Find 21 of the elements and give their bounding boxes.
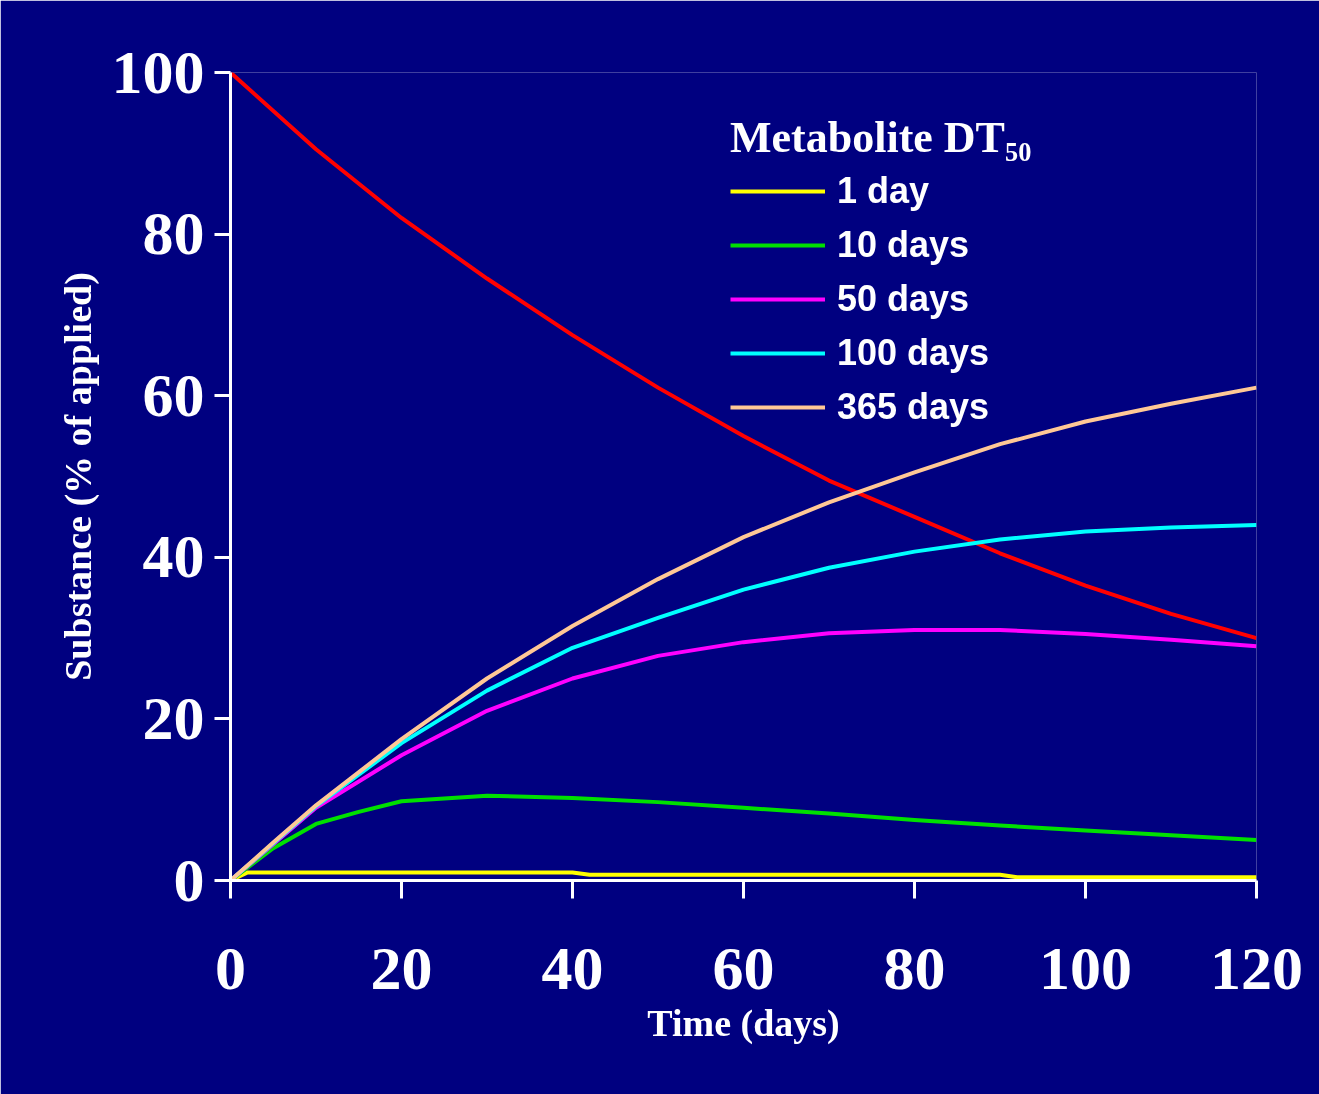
x-tick-label: 60 (712, 933, 775, 1002)
legend-label: 365 days (837, 385, 990, 429)
y-tick-label: 80 (142, 199, 205, 268)
x-tick-label: 100 (1039, 933, 1132, 1002)
y-tick-label: 0 (173, 845, 205, 914)
x-axis-title: Time (days) (647, 1001, 840, 1045)
legend-label: 100 days (837, 331, 990, 375)
x-tick-label: 120 (1210, 933, 1303, 1002)
legend-label: 10 days (837, 223, 970, 267)
y-axis-title: Substance (% of applied) (56, 272, 100, 681)
y-tick-label: 100 (111, 37, 205, 106)
y-tick-label: 60 (142, 360, 205, 429)
line-series (230, 72, 1257, 641)
x-tick-label: 20 (370, 933, 433, 1002)
x-tick-label: 80 (883, 933, 946, 1002)
legend-label: 50 days (837, 277, 970, 321)
y-tick-label: 40 (142, 522, 205, 591)
x-tick-label: 40 (541, 933, 604, 1002)
y-tick-label: 20 (142, 683, 205, 752)
legend-title: Metabolite DT₅₀ (730, 112, 1032, 163)
legend-label: 1 day (837, 169, 930, 213)
